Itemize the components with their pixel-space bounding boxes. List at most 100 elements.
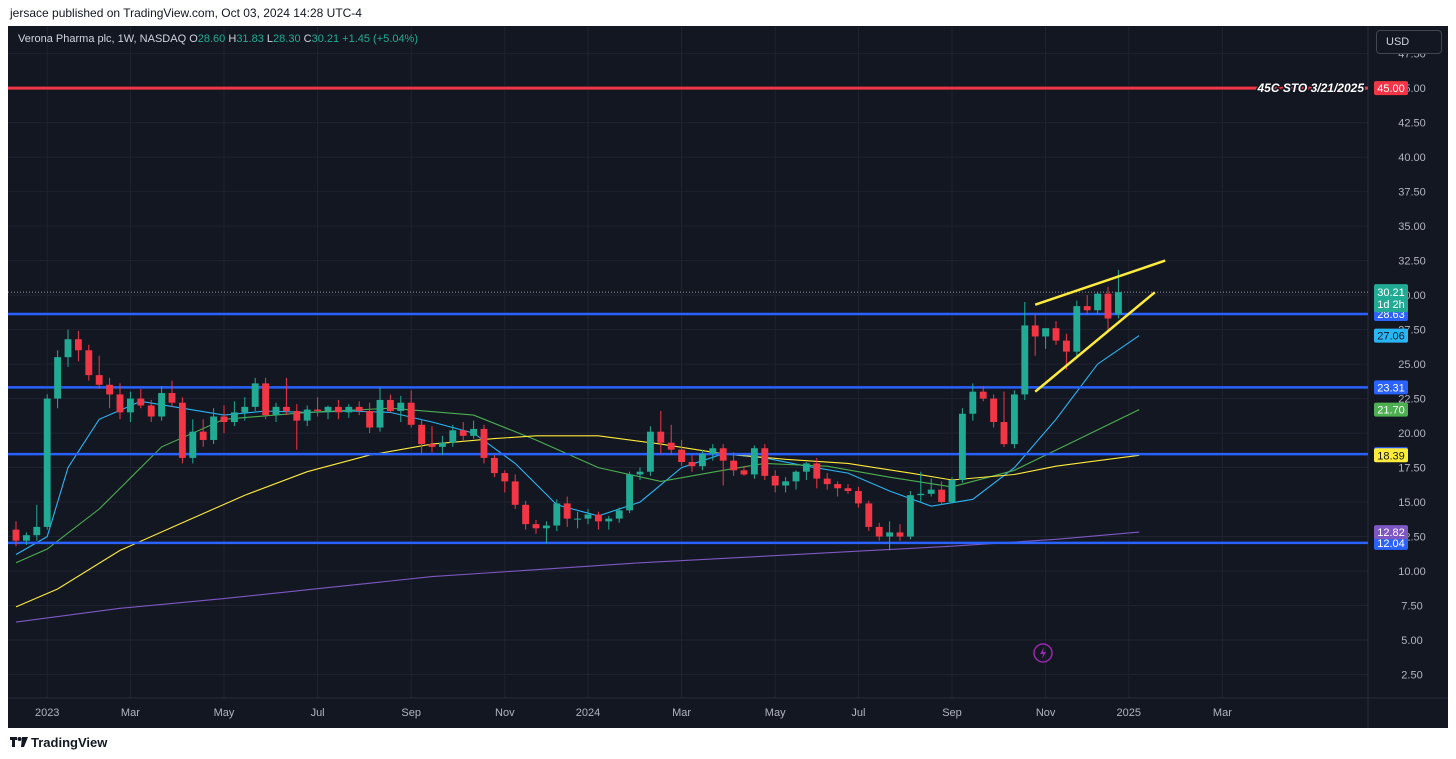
candle-body: [158, 393, 166, 417]
price-line-badge: 23.31: [1377, 382, 1405, 394]
candle-body: [74, 339, 82, 351]
wedge-trendline: [1034, 259, 1166, 306]
price-line-badge: 12.04: [1377, 538, 1405, 550]
footer-brand-text: TradingView: [31, 735, 108, 750]
candle-body: [844, 488, 852, 492]
candle-body: [345, 406, 353, 413]
candle-body: [854, 491, 862, 504]
candle-body: [1010, 394, 1018, 445]
currency-button[interactable]: USD: [1376, 30, 1442, 54]
candle-body: [470, 428, 478, 436]
x-tick-label: Sep: [401, 707, 421, 719]
candle-body: [126, 398, 134, 413]
price-chart[interactable]: 45C STO 3/21/20252.505.007.5010.0012.501…: [8, 26, 1448, 728]
x-tick-label: Mar: [672, 707, 691, 719]
candle-body: [95, 375, 103, 385]
candle-body: [605, 518, 613, 522]
x-tick-label: Jul: [311, 707, 325, 719]
change-value: +1.45 (+5.04%): [342, 33, 419, 45]
candle-body: [1062, 340, 1070, 352]
candle-body: [563, 503, 571, 519]
candle-body: [386, 399, 394, 411]
candle-body: [750, 448, 758, 475]
candle-body: [220, 416, 228, 423]
candle-body: [106, 384, 114, 395]
candle-body: [979, 391, 987, 399]
candle-body: [709, 448, 717, 454]
x-tick-label: 2023: [35, 707, 59, 719]
plot-area: 45C STO 3/21/2025: [8, 80, 1368, 623]
candle-body: [480, 428, 488, 458]
candle-body: [782, 481, 790, 486]
candle-body: [553, 503, 561, 526]
candle-body: [334, 406, 342, 413]
candle-body: [355, 406, 363, 411]
candle-body: [64, 339, 72, 358]
y-tick-label: 40.00: [1398, 152, 1426, 164]
candle-body: [1021, 325, 1029, 395]
wedge-trendline: [1034, 291, 1156, 393]
lightning-icon: [1033, 643, 1053, 663]
candle-body: [1052, 328, 1060, 341]
candle-body: [865, 503, 873, 527]
candle-body: [314, 409, 322, 411]
price-line-badge-bg: [1374, 535, 1408, 550]
x-tick-label: May: [214, 707, 235, 719]
candle-body: [241, 406, 249, 413]
y-tick-label: 22.50: [1398, 394, 1426, 406]
x-tick-label: Sep: [942, 707, 962, 719]
last-price-badge: 30.21: [1377, 287, 1405, 299]
candle-body: [272, 406, 280, 416]
candle-body: [906, 495, 914, 537]
tradingview-brand[interactable]: TradingView: [10, 735, 107, 750]
candle-body: [574, 518, 582, 520]
candle-body: [22, 535, 30, 541]
candle-body: [917, 493, 925, 496]
candle-body: [199, 431, 207, 440]
price-line-badge: 45.00: [1377, 83, 1405, 95]
candle-body: [54, 357, 62, 399]
grid-lines: [8, 26, 1368, 698]
candle-body: [1000, 422, 1008, 445]
last-price-badge-bg: [1374, 284, 1408, 313]
moving-average-badge: 27.06: [1377, 331, 1405, 343]
candle-body: [532, 524, 540, 529]
candle-body: [137, 398, 145, 406]
y-tick-label: 5.00: [1401, 635, 1422, 647]
high-value: 31.83: [236, 33, 264, 45]
price-line-badge-bg: [1374, 81, 1408, 96]
candle-body: [418, 424, 426, 445]
moving-average-line: [15, 435, 1140, 608]
candle-body: [1042, 328, 1050, 337]
candle-body: [761, 448, 769, 476]
candle-body: [210, 416, 218, 440]
y-tick-label: 25.00: [1398, 359, 1426, 371]
candle-body: [407, 402, 415, 425]
candle-body: [626, 474, 634, 511]
symbol-name: Verona Pharma plc, 1W, NASDAQ: [18, 33, 187, 45]
candle-body: [501, 473, 509, 482]
candle-body: [459, 430, 467, 436]
high-label: H: [228, 33, 237, 45]
candle-body: [542, 525, 550, 529]
candle-body: [948, 479, 956, 503]
y-tick-label: 7.50: [1401, 601, 1422, 613]
candle-body: [522, 504, 530, 525]
candle-body: [646, 431, 654, 472]
chart-frame[interactable]: 45C STO 3/21/2025 2.50 5.00 7.50 10.00 12.50 1…: [8, 26, 1448, 728]
candle-body: [262, 383, 270, 416]
candle-body: [490, 457, 498, 474]
candle-body: [678, 449, 686, 463]
candle-body: [189, 431, 197, 458]
candle-body: [615, 510, 623, 519]
candle-body: [657, 431, 665, 443]
candle-body: [251, 383, 259, 407]
publisher-bar: jersace published on TradingView.com, Oc…: [0, 0, 1456, 26]
moving-average-line: [15, 531, 1140, 623]
candle-body: [43, 398, 51, 527]
close-value: 30.21: [311, 33, 340, 45]
candle-body: [293, 410, 301, 421]
candle-body: [116, 394, 124, 413]
candle-body: [1073, 306, 1081, 352]
candle-body: [1031, 325, 1039, 337]
